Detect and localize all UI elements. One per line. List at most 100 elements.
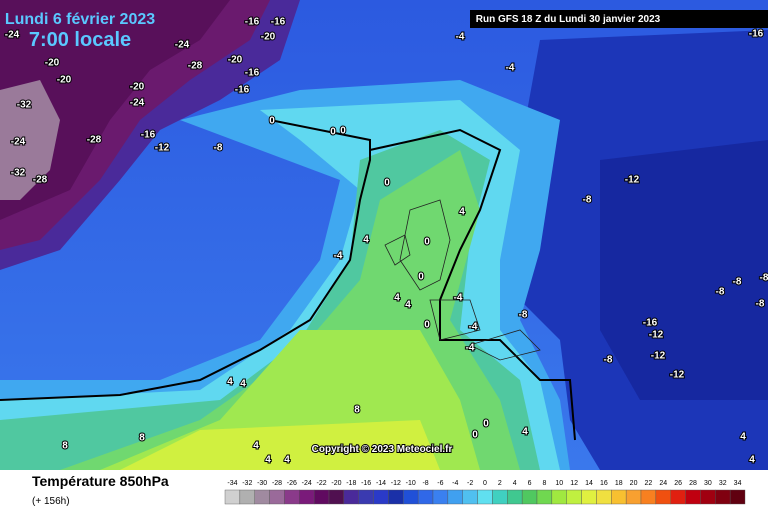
contour-label: -16 xyxy=(141,130,156,141)
contour-label: 0 xyxy=(340,126,346,137)
contour-label: 4 xyxy=(363,235,369,246)
contour-label: 0 xyxy=(472,430,478,441)
contour-label: -16 xyxy=(245,68,260,79)
scale-label: 16 xyxy=(600,480,608,487)
scale-label: -16 xyxy=(361,480,371,487)
scale-swatch xyxy=(492,489,508,505)
scale-label: -20 xyxy=(331,480,341,487)
contour-label: 0 xyxy=(269,116,275,127)
scale-label: 8 xyxy=(542,480,546,487)
contour-label: -24 xyxy=(5,30,20,41)
contour-label: 0 xyxy=(330,127,336,138)
scale-swatch xyxy=(700,489,716,505)
contour-label: -32 xyxy=(11,168,26,179)
scale-swatch xyxy=(685,489,701,505)
contour-label: -20 xyxy=(57,75,72,86)
scale-swatch xyxy=(625,489,642,505)
scale-swatch xyxy=(507,489,523,505)
field-name: Température 850hPa xyxy=(32,473,169,489)
scale-swatch xyxy=(447,489,463,505)
contour-label: 4 xyxy=(265,455,271,466)
scale-label: -18 xyxy=(346,480,356,487)
contour-label: -12 xyxy=(625,175,640,186)
contour-label: 4 xyxy=(240,379,246,390)
scale-label: 22 xyxy=(645,480,653,487)
scale-swatch xyxy=(299,489,315,505)
contour-label: -16 xyxy=(235,85,250,96)
contour-label: 8 xyxy=(139,433,145,444)
scale-label: -10 xyxy=(406,480,416,487)
contour-label: -20 xyxy=(228,55,243,66)
scale-label: 14 xyxy=(585,480,593,487)
scale-label: 10 xyxy=(555,480,563,487)
scale-swatch xyxy=(373,489,389,505)
scale-swatch xyxy=(640,489,657,505)
contour-label: 4 xyxy=(284,455,290,466)
scale-swatch xyxy=(729,489,746,505)
scale-label: -26 xyxy=(287,480,297,487)
contour-label: -12 xyxy=(670,370,685,381)
contour-label: 0 xyxy=(418,272,424,283)
contour-label: -4 xyxy=(334,251,343,262)
scale-swatch xyxy=(655,489,671,505)
contour-labels: -24-20-20-16 -16-20-24-20-28-16-16-20-24-… xyxy=(4,16,768,467)
scale-label: 32 xyxy=(719,480,727,487)
scale-label: -22 xyxy=(317,480,327,487)
scale-label: 4 xyxy=(513,480,517,487)
contour-label: 8 xyxy=(354,405,360,416)
scale-label: -4 xyxy=(452,480,458,487)
scale-label: -2 xyxy=(467,480,473,487)
time: 7:00 locale xyxy=(29,29,131,51)
contour-label: 0 xyxy=(384,178,390,189)
scale-swatch xyxy=(239,489,255,505)
scale-swatch xyxy=(313,489,330,505)
scale-label: 6 xyxy=(528,480,532,487)
scale-label: 34 xyxy=(734,480,742,487)
contour-label: 4 xyxy=(227,377,233,388)
scale-label: -6 xyxy=(437,480,443,487)
contour-label: -16 xyxy=(245,17,260,28)
scale-label: -8 xyxy=(422,480,428,487)
scale-swatch xyxy=(417,489,434,505)
scale-swatch xyxy=(269,489,285,505)
contour-label: 0 xyxy=(424,237,430,248)
contour-label: -8 xyxy=(519,310,528,321)
contour-label: -16 xyxy=(749,29,764,40)
scale-swatch xyxy=(358,489,374,505)
scale-swatch xyxy=(477,489,493,505)
scale-swatch xyxy=(611,489,627,505)
contour-label: -8 xyxy=(716,287,725,298)
scale-swatch xyxy=(388,489,404,505)
contour-label: -32 xyxy=(17,100,32,111)
scale-label: 24 xyxy=(659,480,667,487)
contour-label: -12 xyxy=(155,143,170,154)
scale-swatch xyxy=(536,489,553,505)
scale-label: -34 xyxy=(227,480,237,487)
contour-label: -28 xyxy=(87,135,102,146)
contour-label: -12 xyxy=(651,351,666,362)
color-scale: -34 -32 -30 -28 -26 -24 -22 -20 -18 -16 -14 -12 -10-… xyxy=(224,480,746,505)
contour-label: -4 xyxy=(456,32,465,43)
contour-label: -20 xyxy=(261,32,276,43)
contour-label: -8 xyxy=(733,277,742,288)
scale-swatch xyxy=(224,489,241,505)
contour-label: -28 xyxy=(33,175,48,186)
contour-label: -28 xyxy=(188,61,203,72)
map xyxy=(0,0,768,470)
scale-label: 20 xyxy=(630,480,638,487)
date: Lundi 6 février 2023 xyxy=(5,11,155,28)
contour-label: -4 xyxy=(469,322,478,333)
scale-label: -30 xyxy=(257,480,267,487)
contour-label: 4 xyxy=(740,432,746,443)
contour-label: -8 xyxy=(604,355,613,366)
scale-swatch xyxy=(715,489,731,505)
scale-label: 12 xyxy=(570,480,578,487)
lead-time: (+ 156h) xyxy=(32,496,70,507)
scale-label: 2 xyxy=(498,480,502,487)
contour-label: -16 xyxy=(643,318,658,329)
scale-label: -28 xyxy=(272,480,282,487)
scale-swatch xyxy=(596,489,612,505)
contour-label: -12 xyxy=(649,330,664,341)
scale-label: -32 xyxy=(242,480,252,487)
